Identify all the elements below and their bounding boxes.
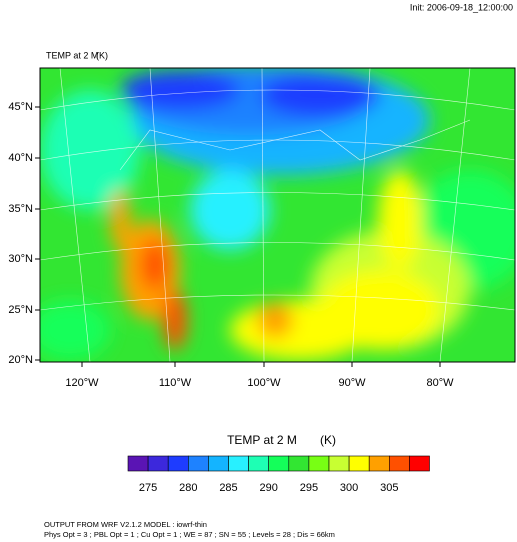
colorbar-box bbox=[147, 455, 169, 472]
temperature-field bbox=[40, 68, 515, 362]
colorbar-title: TEMP at 2 M bbox=[227, 433, 297, 447]
lon-axis: 120°W 110°W 100°W 90°W 80°W bbox=[65, 362, 454, 389]
colorbar-box bbox=[268, 455, 290, 472]
lon-tick-label: 100°W bbox=[247, 377, 281, 389]
lat-tick-label: 25°N bbox=[8, 304, 33, 316]
lat-tick-label: 35°N bbox=[8, 203, 33, 215]
lon-tick-label: 110°W bbox=[159, 377, 192, 389]
colorbar-box bbox=[348, 455, 370, 472]
colorbar-box bbox=[328, 455, 350, 472]
lat-axis: 45°N 40°N 35°N 30°N 25°N 20°N bbox=[8, 101, 40, 366]
colorbar-box bbox=[188, 455, 209, 472]
colorbar-box bbox=[308, 455, 330, 472]
colorbar-box bbox=[288, 455, 310, 472]
init-label: Init: 2006-09-18_12:00:00 bbox=[410, 2, 513, 12]
colorbar-box bbox=[228, 455, 249, 472]
colorbar-box bbox=[167, 455, 189, 472]
colorbar-label: 295 bbox=[300, 482, 318, 494]
lon-tick-label: 80°W bbox=[426, 377, 454, 389]
lat-tick-label: 30°N bbox=[8, 253, 33, 265]
footer-line: OUTPUT FROM WRF V2.1.2 MODEL : iowrf-thi… bbox=[44, 520, 207, 529]
map-title: TEMP at 2 M bbox=[46, 50, 98, 60]
colorbar-label: 290 bbox=[260, 482, 278, 494]
colorbar-label: 280 bbox=[179, 482, 197, 494]
map-frame bbox=[39, 67, 516, 363]
colorbar-label: 285 bbox=[219, 482, 237, 494]
lon-tick-label: 120°W bbox=[65, 377, 99, 389]
footer-line: Phys Opt = 3 ; PBL Opt = 1 ; Cu Opt = 1 … bbox=[44, 530, 335, 539]
colorbar-box bbox=[248, 455, 270, 472]
colorbar-label: 275 bbox=[139, 482, 157, 494]
colorbar-box bbox=[409, 455, 430, 472]
colorbar-box bbox=[368, 455, 390, 472]
lat-tick-label: 20°N bbox=[8, 354, 33, 366]
colorbar-label: 300 bbox=[340, 482, 358, 494]
colorbar-label: 305 bbox=[380, 482, 398, 494]
lat-tick-label: 45°N bbox=[8, 101, 33, 113]
colorbar-box bbox=[208, 455, 229, 472]
map-units: (K) bbox=[96, 50, 108, 60]
colorbar-box bbox=[127, 455, 149, 472]
colorbar-units: (K) bbox=[320, 433, 336, 447]
lon-tick-label: 90°W bbox=[338, 377, 366, 389]
lat-tick-label: 40°N bbox=[8, 152, 33, 164]
colorbar: 275 280 285 290 295 300 305 bbox=[127, 455, 430, 494]
colorbar-box bbox=[388, 455, 410, 472]
